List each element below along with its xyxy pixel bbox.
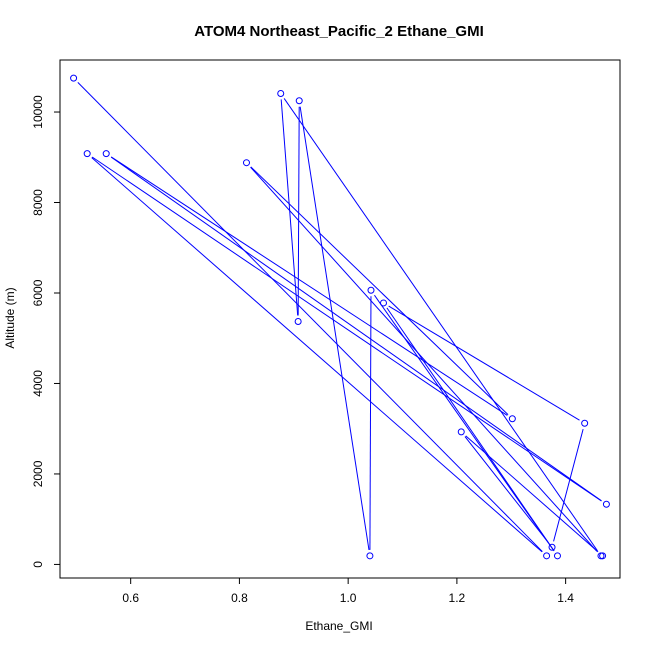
data-point bbox=[457, 428, 465, 436]
data-point bbox=[543, 552, 551, 560]
x-axis-label: Ethane_GMI bbox=[305, 619, 372, 633]
data-point bbox=[277, 89, 285, 97]
data-point bbox=[367, 286, 375, 294]
y-tick-label: 0 bbox=[31, 561, 45, 568]
data-point bbox=[242, 159, 250, 167]
data-point bbox=[295, 97, 303, 105]
series-line-segment bbox=[110, 156, 508, 416]
x-tick-label: 1.4 bbox=[557, 591, 574, 605]
series-line-segment bbox=[374, 294, 555, 552]
series-line-segment bbox=[388, 305, 580, 421]
x-tick-label: 0.6 bbox=[122, 591, 139, 605]
plot-frame bbox=[59, 59, 621, 579]
x-tick-label: 0.8 bbox=[231, 591, 248, 605]
series-line-segment bbox=[110, 156, 602, 502]
data-point bbox=[70, 74, 78, 82]
y-tick-label: 2000 bbox=[31, 460, 45, 487]
data-point bbox=[508, 415, 516, 423]
series-line-segment bbox=[369, 296, 372, 550]
y-tick-label: 4000 bbox=[31, 370, 45, 397]
series-line-segment bbox=[283, 98, 598, 552]
series-line-segment bbox=[250, 166, 598, 552]
data-point bbox=[553, 552, 561, 560]
x-tick-label: 1.0 bbox=[340, 591, 357, 605]
series-line-segment bbox=[386, 307, 555, 552]
data-point bbox=[294, 317, 302, 325]
series-line-segment bbox=[280, 99, 299, 316]
series-line-segment bbox=[91, 156, 602, 502]
series-line-segment bbox=[553, 428, 584, 542]
y-axis-label: Altitude (m) bbox=[3, 287, 17, 348]
data-point bbox=[548, 543, 556, 551]
data-point bbox=[102, 150, 110, 158]
data-point bbox=[602, 500, 610, 508]
data-point bbox=[366, 552, 374, 560]
data-point bbox=[599, 552, 607, 560]
series-line-segment bbox=[91, 157, 543, 553]
data-point bbox=[581, 419, 589, 427]
y-tick-label: 10000 bbox=[31, 95, 45, 129]
x-axis: 0.6 0.8 1.0 1.2 1.4 bbox=[122, 577, 574, 605]
series-line-segment bbox=[464, 436, 549, 543]
series-line-segment bbox=[299, 106, 370, 550]
chart-title: ATOM4 Northeast_Pacific_2 Ethane_GMI bbox=[194, 23, 484, 40]
data-point bbox=[83, 150, 91, 158]
data-series bbox=[70, 74, 610, 560]
series-line-segment bbox=[250, 166, 509, 415]
data-point bbox=[379, 299, 387, 307]
y-axis: 0 2000 4000 6000 8000 10000 bbox=[31, 95, 61, 568]
y-tick-label: 8000 bbox=[31, 189, 45, 216]
x-tick-label: 1.2 bbox=[449, 591, 466, 605]
series-line-segment bbox=[465, 435, 599, 553]
y-tick-label: 6000 bbox=[31, 279, 45, 306]
series-line-segment bbox=[297, 106, 300, 316]
series-line-segment bbox=[77, 82, 543, 552]
